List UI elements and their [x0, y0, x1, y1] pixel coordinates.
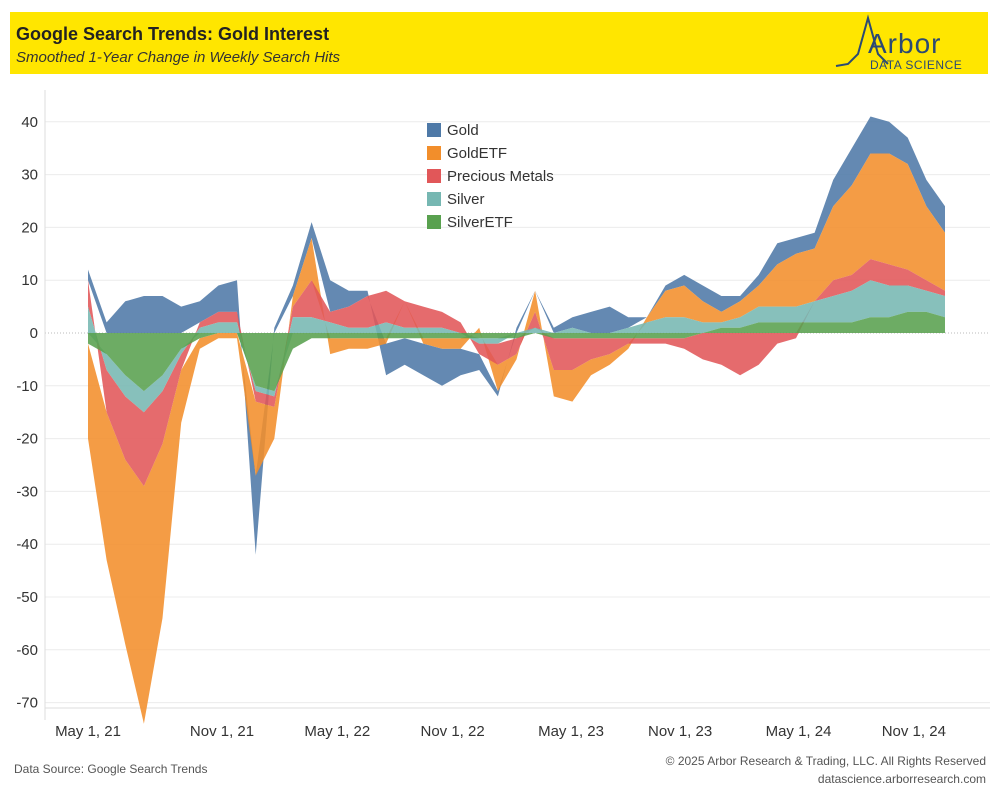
- x-tick-label: May 1, 22: [304, 723, 370, 740]
- chart-subtitle: Smoothed 1-Year Change in Weekly Search …: [16, 49, 341, 66]
- x-tick-label: May 1, 23: [538, 723, 604, 740]
- legend-swatch: [427, 123, 441, 137]
- legend-label: Gold: [447, 122, 479, 139]
- legend-label: GoldETF: [447, 145, 507, 162]
- y-tick-label: -20: [16, 431, 38, 448]
- y-tick-label: 40: [21, 114, 38, 131]
- y-tick-label: -60: [16, 642, 38, 659]
- y-tick-label: 30: [21, 167, 38, 184]
- logo-subtitle: DATA SCIENCE: [870, 58, 963, 72]
- series-areas: [88, 116, 945, 724]
- legend: Gold GoldETF Precious Metals Silver SilverET…: [427, 122, 554, 231]
- x-tick-label: Nov 1, 24: [882, 723, 946, 740]
- copyright-text: © 2025 Arbor Research & Trading, LLC. Al…: [665, 754, 986, 768]
- website-link[interactable]: datascience.arborresearch.com: [817, 772, 986, 786]
- x-tick-label: Nov 1, 22: [421, 723, 485, 740]
- y-tick-label: 0: [30, 325, 38, 342]
- chart-title: Google Search Trends: Gold Interest: [16, 24, 330, 44]
- y-tick-label: -50: [16, 589, 38, 606]
- legend-swatch: [427, 146, 441, 160]
- area-gold: [88, 116, 945, 555]
- area-precious-metals: [88, 259, 945, 487]
- logo-word: Arbor: [868, 28, 942, 59]
- arbor-logo: Arbor DATA SCIENCE: [834, 14, 974, 72]
- x-axis-ticks: May 1, 21 Nov 1, 21 May 1, 22 Nov 1, 22 May …: [55, 723, 946, 740]
- legend-swatch: [427, 192, 441, 206]
- area-silver: [88, 280, 945, 413]
- data-source-note: Data Source: Google Search Trends: [14, 762, 208, 776]
- area-chart: 40 30 20 10 0 -10 -20 -30 -40 -50 -60 -70 May 1, 21…: [16, 90, 990, 740]
- y-tick-label: 10: [21, 272, 38, 289]
- y-tick-label: -70: [16, 695, 38, 712]
- footer-credits: © 2025 Arbor Research & Trading, LLC. Al…: [666, 752, 986, 788]
- area-goldetf: [88, 153, 945, 724]
- y-tick-label: -10: [16, 378, 38, 395]
- legend-swatch: [427, 169, 441, 183]
- legend-label: Silver: [447, 191, 485, 208]
- y-tick-label: -40: [16, 536, 38, 553]
- x-tick-label: Nov 1, 23: [648, 723, 712, 740]
- x-tick-label: Nov 1, 21: [190, 723, 254, 740]
- logo-mark-icon: [835, 14, 889, 67]
- legend-swatch: [427, 215, 441, 229]
- header-banner: Google Search Trends: Gold Interest Smoo…: [10, 12, 988, 74]
- y-tick-label: 20: [21, 219, 38, 236]
- legend-label: SilverETF: [447, 214, 513, 231]
- legend-label: Precious Metals: [447, 168, 554, 185]
- y-axis-ticks: 40 30 20 10 0 -10 -20 -30 -40 -50 -60 -70: [16, 114, 38, 712]
- x-tick-label: May 1, 24: [766, 723, 832, 740]
- area-silveretf: [88, 311, 945, 392]
- grid-lines: [44, 90, 990, 720]
- x-tick-label: May 1, 21: [55, 723, 121, 740]
- y-tick-label: -30: [16, 483, 38, 500]
